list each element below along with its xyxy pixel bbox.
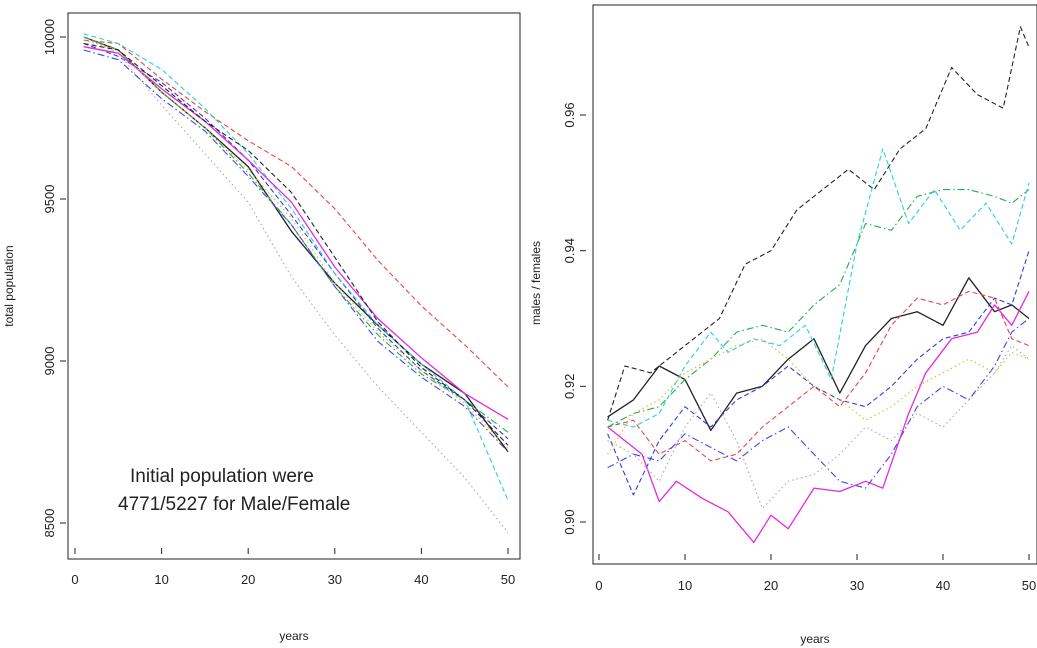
x-tick-label: 20 [764, 578, 778, 593]
series-line-8 [607, 291, 1030, 544]
x-axis: 0 10 20 30 40 50 [71, 548, 515, 587]
population-chart: 0 10 20 30 40 50 8500 9000 9500 10000 years tota… [2, 12, 521, 643]
y-tick-label: 0.96 [562, 102, 577, 127]
x-tick-label: 50 [1022, 578, 1036, 593]
series-line-9 [83, 42, 509, 446]
series-layer [83, 33, 509, 534]
x-tick-label: 0 [71, 572, 78, 587]
x-tick-label: 20 [241, 572, 255, 587]
series-line-1 [607, 277, 1030, 432]
sex-ratio-chart: 0 10 20 30 40 50 0.90 0.92 0.94 0.96 years males… [529, 4, 1037, 646]
x-tick-label: 50 [501, 572, 515, 587]
x-tick-label: 10 [154, 572, 168, 587]
series-line-6 [83, 46, 509, 420]
x-tick-label: 40 [414, 572, 428, 587]
x-tick-label: 10 [678, 578, 692, 593]
x-tick-label: 40 [936, 578, 950, 593]
annotation-line-1: Initial population were [130, 466, 314, 487]
series-line-3 [607, 290, 1030, 462]
series-line-10 [83, 49, 509, 453]
plot-frame [592, 4, 1037, 565]
series-line-8 [83, 36, 509, 534]
y-tick-label: 10000 [42, 19, 57, 55]
y-axis-title: males / females [529, 241, 543, 325]
x-tick-label: 0 [595, 578, 602, 593]
y-tick-label: 8500 [42, 509, 57, 538]
plot-frame [67, 12, 521, 560]
series-line-7 [607, 318, 1030, 489]
series-layer [607, 26, 1030, 544]
x-axis-title: years [279, 629, 308, 643]
annotation-line-2: 4771/5227 for Male/Female [118, 494, 350, 515]
x-tick-label: 30 [850, 578, 864, 593]
y-tick-label: 9500 [42, 185, 57, 214]
y-tick-label: 0.90 [562, 509, 577, 534]
series-line-5 [607, 148, 1030, 428]
x-tick-label: 30 [328, 572, 342, 587]
series-line-2 [607, 26, 1030, 421]
series-line-3 [83, 36, 509, 433]
x-axis: 0 10 20 30 40 50 [595, 554, 1036, 593]
y-tick-label: 9000 [42, 347, 57, 376]
series-line-9 [607, 338, 1030, 455]
y-tick-label: 0.92 [562, 374, 577, 399]
y-tick-label: 0.94 [562, 238, 577, 263]
y-axis-title: total population [2, 245, 16, 326]
x-axis-title: years [800, 632, 829, 646]
series-line-10 [607, 345, 1030, 509]
y-axis: 0.90 0.92 0.94 0.96 [562, 102, 586, 535]
series-line-4 [83, 42, 509, 440]
series-line-2 [83, 39, 509, 388]
series-line-4 [607, 189, 1030, 428]
series-line-1 [83, 36, 509, 453]
y-axis: 8500 9000 9500 10000 [42, 19, 66, 538]
series-line-5 [83, 33, 509, 501]
